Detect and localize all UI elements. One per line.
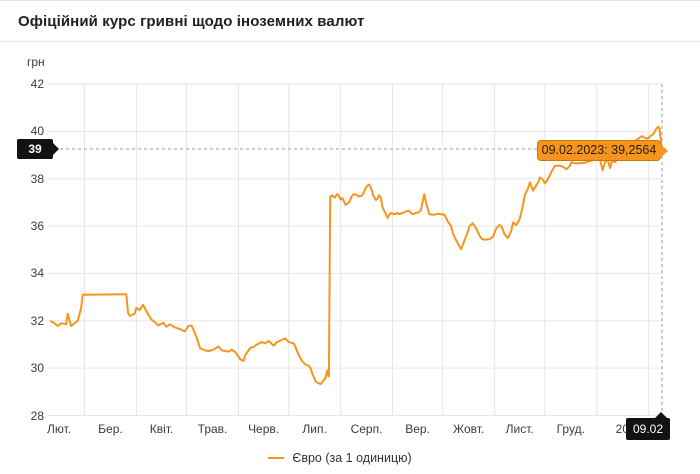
y-crosshair-value: 39	[28, 142, 42, 156]
x-tick-label: Черв.	[248, 422, 280, 436]
x-tick-label: Бер.	[98, 422, 123, 436]
widget-header: Офіційний курс гривні щодо іноземних вал…	[0, 1, 700, 42]
chart-legend: Євро (за 1 одиницю)	[0, 451, 680, 465]
y-axis-unit-label: грн	[27, 55, 45, 69]
tooltip-text: 09.02.2023: 39,2564	[541, 143, 657, 157]
y-tick-label: 32	[30, 313, 44, 328]
y-tick-label: 38	[30, 171, 44, 186]
legend-line-swatch	[268, 457, 285, 459]
y-tick-label: 28	[30, 408, 44, 423]
x-tick-label: Квіт.	[149, 422, 174, 436]
x-tick-label: Трав.	[197, 422, 228, 436]
y-tick-label: 30	[30, 361, 44, 376]
x-tick-label: Лют.	[46, 422, 72, 436]
x-tick-label: Груд.	[556, 422, 585, 436]
x-crosshair-value: 09.02	[632, 422, 664, 436]
x-tick-label: Лист.	[505, 422, 534, 436]
series-line-euro	[50, 125, 663, 386]
x-tick-label: Жовт.	[453, 422, 485, 436]
chart-tooltip: 09.02.2023: 39,2564	[537, 140, 668, 161]
page-title: Офіційний курс гривні щодо іноземних вал…	[18, 12, 365, 30]
y-tick-label: 40	[30, 124, 44, 139]
x-tick-label: Серп.	[350, 422, 383, 436]
y-tick-label: 34	[30, 266, 44, 281]
x-tick-label: Лип.	[302, 422, 327, 436]
legend-item-euro[interactable]: Євро (за 1 одиницю)	[268, 451, 412, 465]
y-tick-label: 36	[30, 219, 44, 234]
y-tick-label: 42	[30, 77, 44, 91]
x-crosshair-badge: 09.02	[626, 412, 670, 440]
y-crosshair-badge: 39	[17, 139, 59, 159]
x-tick-label: Вер.	[405, 422, 430, 436]
legend-label: Євро (за 1 одиницю)	[292, 451, 412, 465]
